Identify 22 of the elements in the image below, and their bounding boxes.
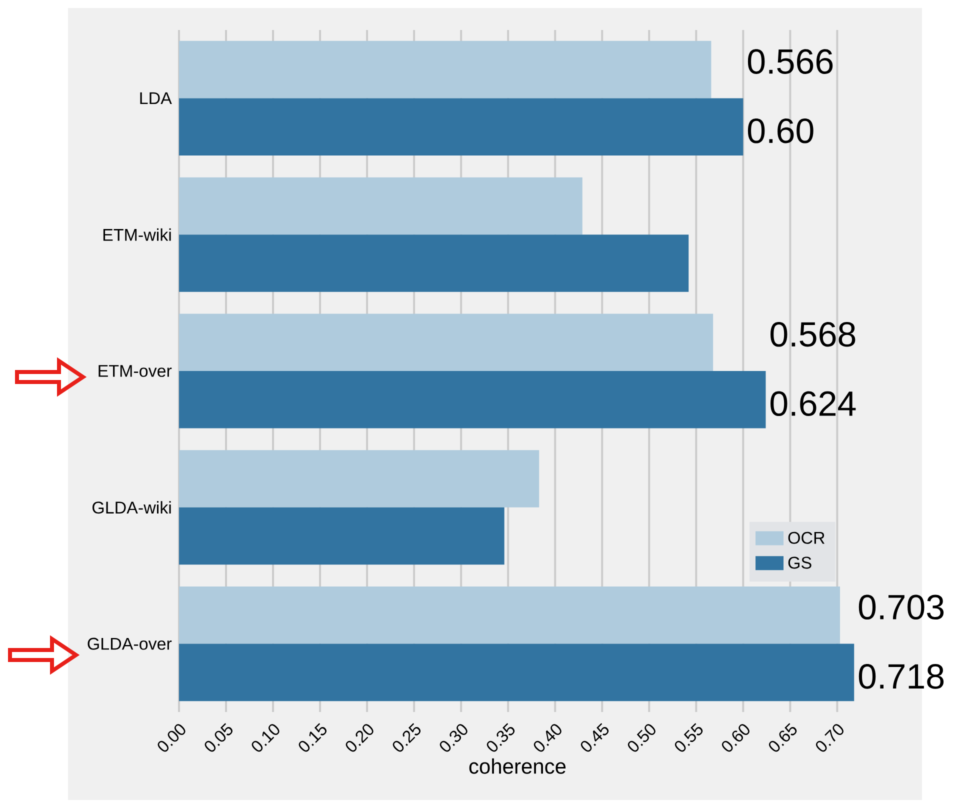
y-tick-label: ETM-over xyxy=(98,365,172,377)
legend-label: GS xyxy=(788,556,812,569)
y-tick-label: GLDA-over xyxy=(88,638,172,650)
x-tick-label: 0.60 xyxy=(722,724,750,752)
legend-label: OCR xyxy=(788,532,824,544)
data-label: 0.703 xyxy=(858,594,944,620)
x-tick-label: 0.30 xyxy=(440,724,468,752)
x-tick-label: 0.50 xyxy=(628,724,656,752)
y-tick-label: GLDA-wiki xyxy=(92,501,171,514)
data-label: 0.718 xyxy=(858,664,944,689)
x-tick-label: 0.20 xyxy=(346,724,374,752)
x-tick-label: 0.00 xyxy=(158,724,186,752)
x-tick-label: 0.10 xyxy=(252,724,280,752)
y-tick-label: LDA xyxy=(140,92,172,104)
data-label: 0.624 xyxy=(770,391,856,416)
x-axis-title: coherence xyxy=(469,758,566,774)
data-label: 0.568 xyxy=(770,322,856,347)
x-tick-label: 0.40 xyxy=(534,724,562,752)
x-tick-label: 0.70 xyxy=(816,724,844,752)
data-label: 0.566 xyxy=(748,49,833,74)
y-tick-label: ETM-wiki xyxy=(103,228,171,241)
data-label: 0.60 xyxy=(748,118,814,144)
